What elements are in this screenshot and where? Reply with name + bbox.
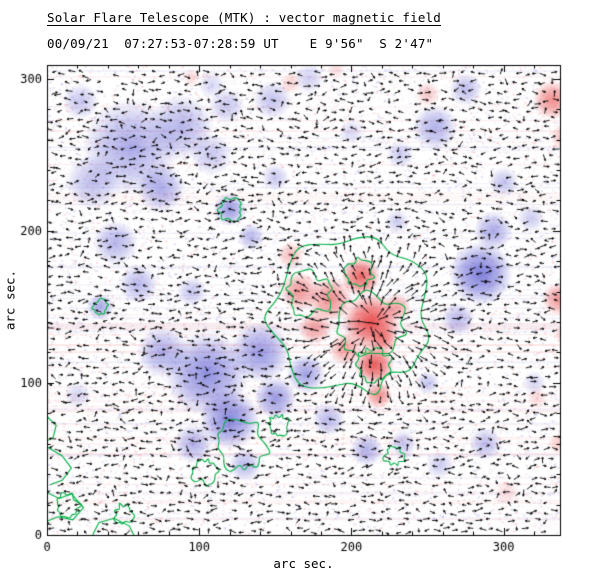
plot-title: Solar Flare Telescope (MTK) : vector mag…: [47, 10, 442, 25]
x-axis-label: arc sec.: [273, 556, 334, 571]
plot-subtitle: 00/09/21 07:27:53-07:28:59 UT E 9'56" S …: [47, 36, 434, 51]
y-axis-label: arc sec.: [2, 269, 18, 331]
